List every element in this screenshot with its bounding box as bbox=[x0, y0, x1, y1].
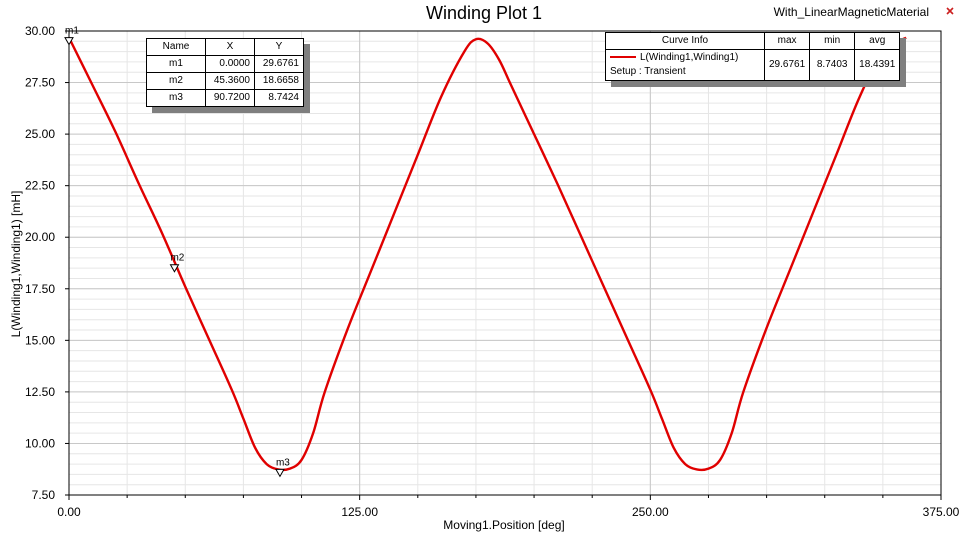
close-icon[interactable] bbox=[946, 7, 954, 15]
legend-setup: Setup : Transient bbox=[610, 66, 686, 77]
marker-x: 45.3600 bbox=[205, 72, 255, 90]
marker-label: m1 bbox=[65, 26, 79, 37]
curve-min: 8.7403 bbox=[809, 49, 856, 81]
marker-col-name: Name bbox=[146, 38, 206, 56]
legend-swatch bbox=[610, 56, 636, 59]
curve-info-col-name: Curve Info bbox=[605, 32, 765, 50]
y-tick-label: 15.00 bbox=[25, 333, 55, 347]
marker-name: m1 bbox=[146, 55, 206, 73]
curve-info-col-max: max bbox=[763, 32, 811, 50]
x-tick-label: 0.00 bbox=[57, 505, 81, 519]
y-axis-label: L(Winding1,Winding1) [mH] bbox=[9, 191, 23, 338]
y-tick-label: 7.50 bbox=[32, 488, 56, 502]
marker-table: Name X Y m1 0.0000 29.6761 m2 45.3600 18… bbox=[146, 38, 304, 107]
marker-triangle bbox=[169, 264, 180, 273]
y-tick-label: 30.00 bbox=[25, 24, 55, 38]
marker-y: 8.7424 bbox=[254, 89, 304, 107]
marker-x: 90.7200 bbox=[205, 89, 255, 107]
curve-avg: 18.4391 bbox=[854, 49, 901, 81]
x-tick-label: 375.00 bbox=[923, 505, 960, 519]
marker-triangle bbox=[64, 37, 74, 46]
x-axis: 0.00 125.00 250.00 375.00 bbox=[57, 495, 960, 519]
x-tick-label: 250.00 bbox=[632, 505, 669, 519]
curve-max: 29.6761 bbox=[763, 49, 811, 81]
curve-info-row[interactable]: L(Winding1,Winding1) Setup : Transient 2… bbox=[605, 49, 901, 81]
y-tick-label: 22.50 bbox=[25, 179, 55, 193]
marker-x: 0.0000 bbox=[205, 55, 255, 73]
y-tick-label: 17.50 bbox=[25, 282, 55, 296]
y-tick-label: 10.00 bbox=[25, 436, 55, 450]
marker-row[interactable]: m3 90.7200 8.7424 bbox=[146, 89, 304, 107]
marker-triangle bbox=[275, 468, 285, 478]
major-grid bbox=[68, 30, 942, 496]
y-tick-label: 27.50 bbox=[25, 76, 55, 90]
x-axis-label: Moving1.Position [deg] bbox=[443, 518, 564, 532]
y-axis: 7.50 10.00 12.50 15.00 17.50 20.00 22.50 25.00 2… bbox=[25, 24, 69, 502]
series-line-inductance bbox=[67, 36, 907, 472]
marker-label: m2 bbox=[170, 253, 184, 264]
legend-entry: L(Winding1,Winding1) Setup : Transient bbox=[605, 49, 765, 81]
y-tick-label: 12.50 bbox=[25, 385, 55, 399]
legend-label: L(Winding1,Winding1) bbox=[640, 52, 739, 63]
y-tick-label: 20.00 bbox=[25, 230, 55, 244]
marker-y: 29.6761 bbox=[254, 55, 304, 73]
x-tick-label: 125.00 bbox=[341, 505, 378, 519]
marker-row[interactable]: m2 45.3600 18.6658 bbox=[146, 72, 304, 90]
marker-name: m2 bbox=[146, 72, 206, 90]
marker-col-y: Y bbox=[254, 38, 304, 56]
chart-title: Winding Plot 1 bbox=[426, 3, 542, 23]
y-tick-label: 25.00 bbox=[25, 127, 55, 141]
marker-row[interactable]: m1 0.0000 29.6761 bbox=[146, 55, 304, 73]
marker-label: m3 bbox=[276, 457, 290, 468]
marker-name: m3 bbox=[146, 89, 206, 107]
marker-col-x: X bbox=[205, 38, 255, 56]
curve-info-col-avg: avg bbox=[854, 32, 901, 50]
curve-info-table: Curve Info max min avg L(Winding1,Windin… bbox=[605, 32, 901, 81]
marker-y: 18.6658 bbox=[254, 72, 304, 90]
plot-area-frame bbox=[68, 30, 942, 496]
curve-info-col-min: min bbox=[809, 32, 856, 50]
design-name-label: With_LinearMagneticMaterial bbox=[774, 5, 929, 19]
